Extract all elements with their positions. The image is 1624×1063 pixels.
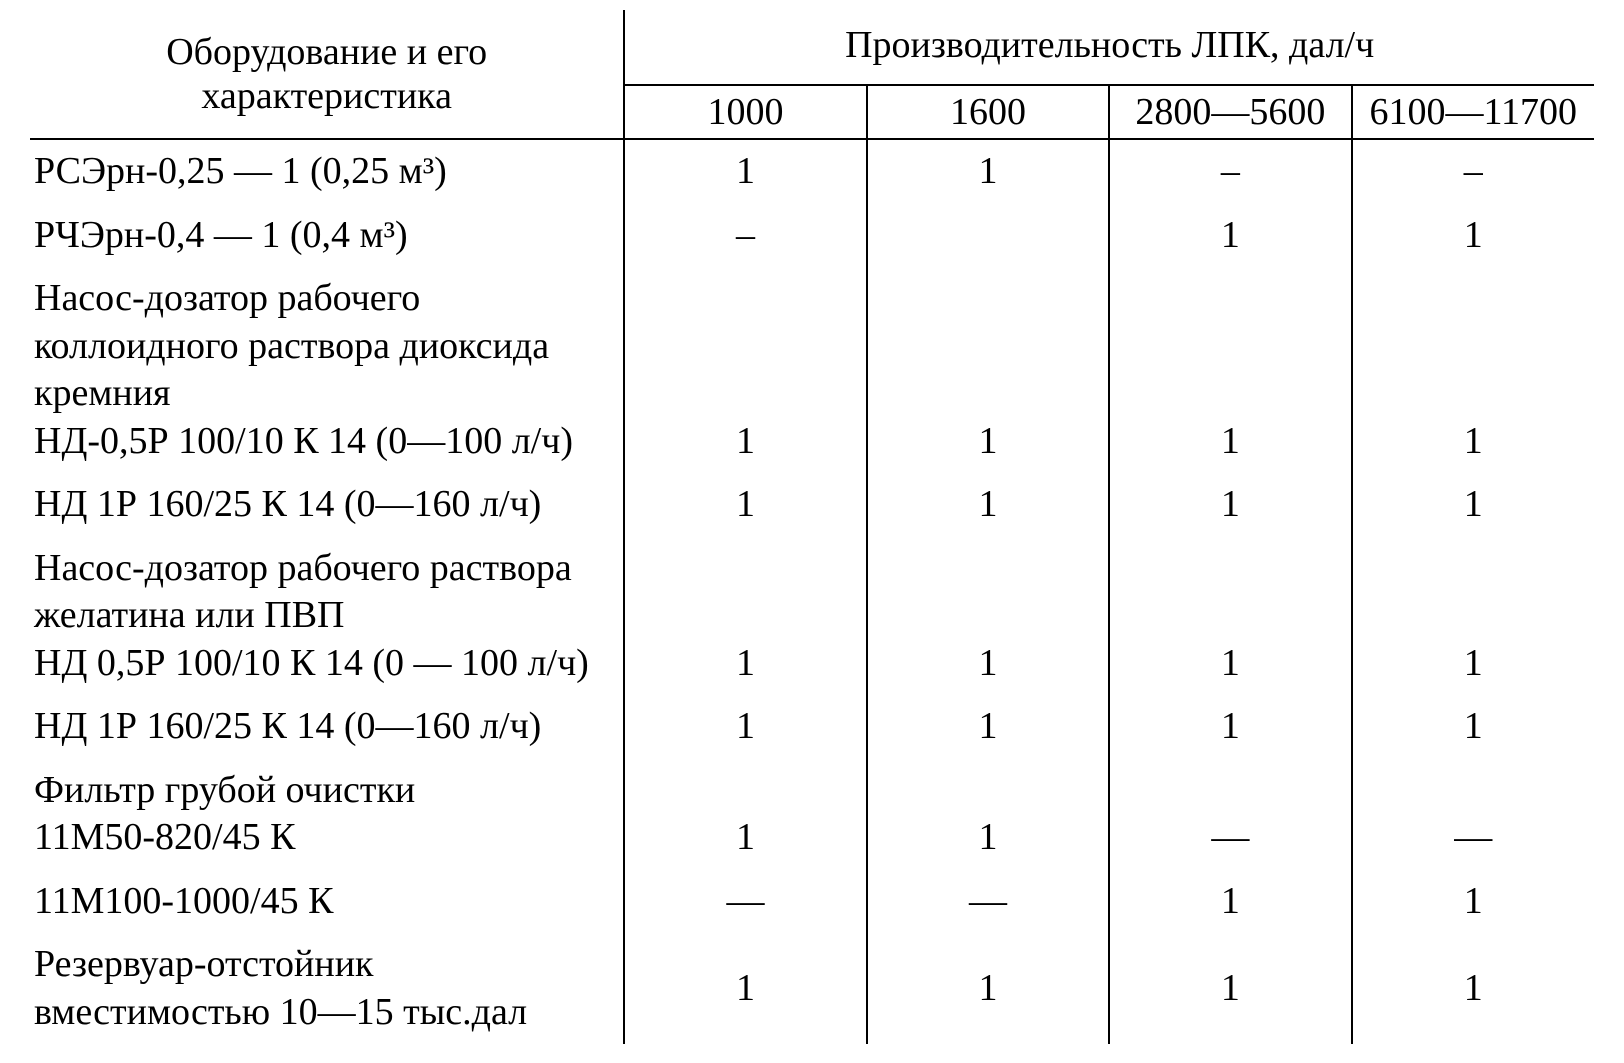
table-row: Насос-дозатор рабочего коллоидного раств…: [30, 267, 1594, 473]
data-cell: 1: [624, 759, 866, 870]
data-cell: 1: [1352, 537, 1594, 696]
data-cell: 1: [1352, 204, 1594, 268]
table-row: Резервуар-отстойник вместимостью 10—15 т…: [30, 933, 1594, 1044]
data-cell: 1: [1352, 473, 1594, 537]
equipment-table: Оборудование и его характеристика Произв…: [30, 10, 1594, 1044]
data-cell: 1: [624, 267, 866, 473]
table-row: НД 1Р 160/25 К 14 (0—160 л/ч) 1 1 1 1: [30, 473, 1594, 537]
data-cell: 1: [624, 695, 866, 759]
header-equipment: Оборудование и его характеристика: [30, 10, 624, 139]
data-cell: 1: [867, 695, 1109, 759]
equipment-label: Насос-дозатор рабочего раствора желатина…: [30, 537, 624, 696]
data-cell: 1: [1109, 695, 1351, 759]
data-cell: 1: [1109, 870, 1351, 934]
header-capacity: Производительность ЛПК, дал/ч: [624, 10, 1594, 85]
data-cell: 1: [867, 473, 1109, 537]
equipment-label: НД 1Р 160/25 К 14 (0—160 л/ч): [30, 695, 624, 759]
equipment-label: 11М100-1000/45 К: [30, 870, 624, 934]
col-header-1: 1600: [867, 85, 1109, 139]
data-cell: –: [1352, 139, 1594, 204]
data-cell: 1: [1352, 267, 1594, 473]
data-cell: —: [1109, 759, 1351, 870]
data-cell: 1: [1109, 267, 1351, 473]
equipment-label: РЧЭрн-0,4 — 1 (0,4 м³): [30, 204, 624, 268]
equipment-label: Резервуар-отстойник вместимостью 10—15 т…: [30, 933, 624, 1044]
data-cell: 1: [624, 473, 866, 537]
data-cell: –: [624, 204, 866, 268]
data-cell: 1: [867, 267, 1109, 473]
table-row: НД 1Р 160/25 К 14 (0—160 л/ч) 1 1 1 1: [30, 695, 1594, 759]
data-cell: 1: [867, 933, 1109, 1044]
data-cell: —: [624, 870, 866, 934]
data-cell: 1: [1109, 933, 1351, 1044]
data-cell: —: [867, 870, 1109, 934]
data-cell: 1: [1109, 537, 1351, 696]
col-header-3: 6100—11700: [1352, 85, 1594, 139]
data-cell: 1: [624, 139, 866, 204]
equipment-label: НД 1Р 160/25 К 14 (0—160 л/ч): [30, 473, 624, 537]
table-row: Фильтр грубой очистки 11М50-820/45 К 1 1…: [30, 759, 1594, 870]
data-cell: 1: [867, 139, 1109, 204]
data-cell: 1: [1352, 695, 1594, 759]
table-row: РЧЭрн-0,4 — 1 (0,4 м³) – 1 1: [30, 204, 1594, 268]
table-row: РСЭрн-0,25 — 1 (0,25 м³) 1 1 – –: [30, 139, 1594, 204]
data-cell: 1: [1109, 204, 1351, 268]
data-cell: –: [1109, 139, 1351, 204]
equipment-label: Насос-дозатор рабочего коллоидного раств…: [30, 267, 624, 473]
col-header-0: 1000: [624, 85, 866, 139]
table-row: Насос-дозатор рабочего раствора желатина…: [30, 537, 1594, 696]
col-header-2: 2800—5600: [1109, 85, 1351, 139]
data-cell: 1: [867, 537, 1109, 696]
equipment-label: РСЭрн-0,25 — 1 (0,25 м³): [30, 139, 624, 204]
data-cell: 1: [1109, 473, 1351, 537]
data-cell: 1: [867, 759, 1109, 870]
data-cell: 1: [1352, 933, 1594, 1044]
table-row: 11М100-1000/45 К — — 1 1: [30, 870, 1594, 934]
data-cell: 1: [1352, 870, 1594, 934]
data-cell: 1: [624, 537, 866, 696]
data-cell: [867, 204, 1109, 268]
data-cell: 1: [624, 933, 866, 1044]
table-body: РСЭрн-0,25 — 1 (0,25 м³) 1 1 – – РЧЭрн-0…: [30, 139, 1594, 1044]
equipment-label: Фильтр грубой очистки 11М50-820/45 К: [30, 759, 624, 870]
data-cell: —: [1352, 759, 1594, 870]
